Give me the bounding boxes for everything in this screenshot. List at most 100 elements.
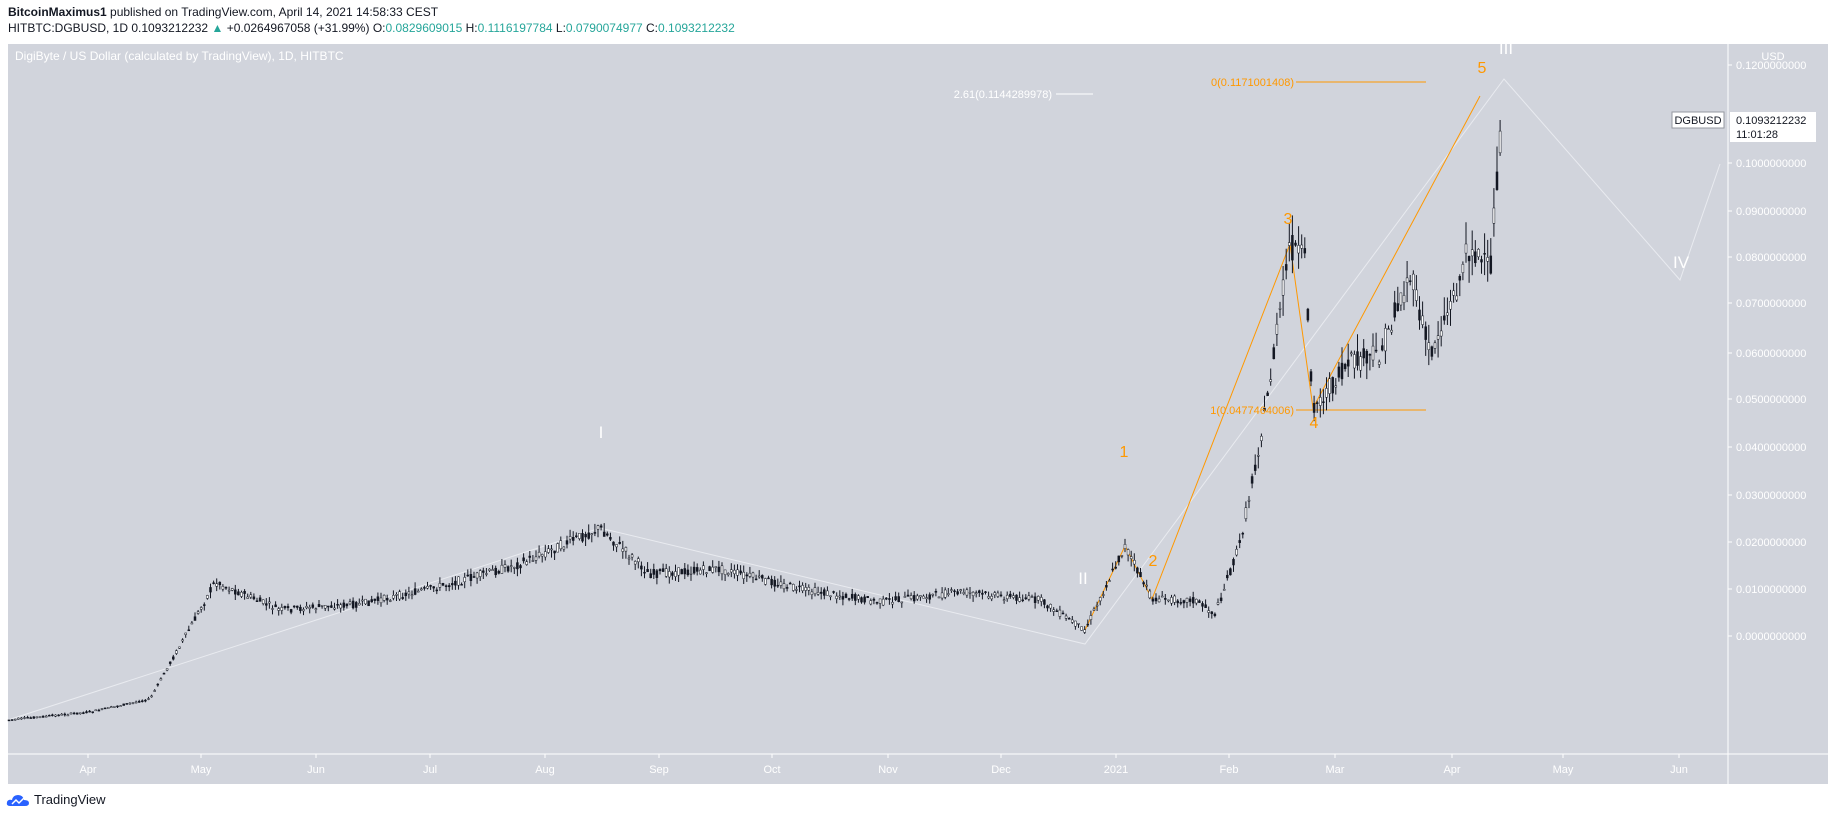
cloud-icon [6,794,30,806]
candle-body [1114,566,1117,569]
candle-body [1009,593,1012,597]
candle-body [804,587,807,591]
candle-body [602,531,606,537]
candle-body [141,700,144,702]
price-chart[interactable]: DigiByte / US Dollar (calculated by Trad… [0,44,1828,784]
candle-body [218,581,222,586]
candle-body [900,601,904,604]
up-arrow-icon: ▲ [211,21,224,35]
candle-body [711,566,714,573]
candle-body [196,611,200,614]
candle-body [299,606,302,611]
candle-body [506,566,510,572]
candle-body [156,683,160,686]
wave-label-I: I [599,423,604,442]
candle-body [1340,362,1344,380]
candle-body [147,698,150,700]
candle-body [54,714,57,717]
candle-body [745,574,749,577]
candle-body [1133,560,1136,565]
candle-body [165,668,169,671]
tradingview-logo[interactable]: TradingView [6,792,106,807]
candle-body [1350,352,1353,355]
candle-body [1213,613,1217,616]
candle-body [1179,602,1183,604]
candle-body [79,712,82,715]
candle-body [1188,598,1192,602]
candle-body [1275,323,1279,335]
candle-body [1461,264,1465,273]
close-label: C: [646,21,659,35]
high-label: H: [465,21,478,35]
x-tick-label: May [1553,764,1574,776]
candle-body [144,699,147,702]
candle-body [854,594,857,601]
author-name[interactable]: BitcoinMaximus1 [8,5,107,19]
candle-body [1353,354,1356,369]
candle-body [661,568,665,572]
candle-body [1204,604,1207,608]
candle-body [478,570,482,577]
candle-body [671,572,674,576]
time-axis-pane[interactable] [8,754,1828,784]
candle-body [69,712,73,715]
candle-body [897,596,900,602]
candle-body [488,568,491,571]
candle-body [63,713,67,716]
candle-body [537,551,541,557]
candle-body [1433,342,1437,349]
candle-body [364,598,367,605]
price-tag-value: 0.1093212232 [1736,115,1806,127]
candle-body [131,702,135,704]
candle-body [1325,388,1328,398]
y-tick-label: 0.0200000000 [1736,537,1806,549]
candle-body [677,567,680,576]
candle-body [981,592,984,595]
candle-body [1120,555,1124,557]
candle-body [571,536,575,541]
candle-body [429,585,432,587]
candle-body [807,587,811,591]
candle-body [968,591,972,594]
candle-body [860,597,863,603]
candle-body [513,567,516,569]
y-tick-label: 0.0100000000 [1736,584,1806,596]
candle-body [1129,556,1133,559]
wave-label-2: 2 [1149,553,1158,570]
candle-body [1396,303,1400,311]
candle-body [88,710,91,713]
candle-body [1021,599,1024,602]
candle-body [385,597,389,601]
candle-body [206,595,209,599]
candle-body [125,703,129,705]
price-axis-pane[interactable] [1728,44,1828,754]
candle-body [767,577,770,580]
candle-body [894,596,897,601]
x-tick-label: May [191,764,212,776]
candle-body [13,718,17,721]
candle-body [1257,455,1260,457]
candle-body [1040,597,1043,602]
y-tick-label: 0.0000000000 [1736,631,1806,643]
candle-body [97,709,101,712]
chart-pane[interactable] [8,44,1728,754]
candle-body [482,570,485,573]
candle-body [475,572,479,579]
candle-body [916,595,919,600]
candle-body [1157,598,1161,603]
candle-body [1098,597,1102,602]
candle-body [1458,276,1462,281]
candle-body [1489,255,1493,274]
candle-body [1219,597,1223,601]
price-change: +0.0264967058 (+31.99%) [226,21,370,35]
candle-body [172,656,175,660]
candle-body [568,536,572,540]
candle-body [17,717,20,720]
candle-body [987,596,990,599]
candle-body [1408,280,1412,282]
candle-body [596,525,600,530]
candle-body [1195,598,1198,604]
candle-body [1173,595,1176,603]
candle-body [491,569,494,571]
candle-body [258,597,262,602]
